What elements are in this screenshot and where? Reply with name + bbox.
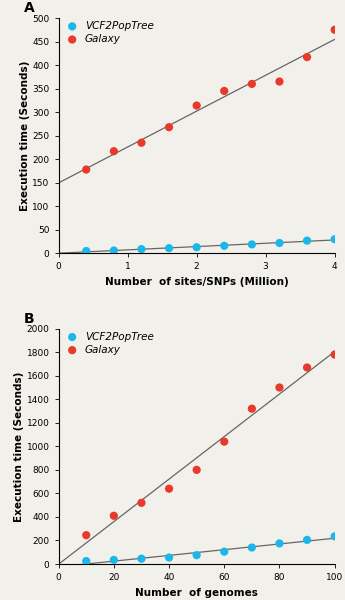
Text: B: B [24,311,35,326]
VCF2PopTree [83,556,89,566]
VCF2PopTree [139,244,144,254]
Galaxy [194,465,199,475]
VCF2PopTree [304,236,310,245]
Galaxy [332,25,337,35]
VCF2PopTree [332,532,337,541]
VCF2PopTree [221,241,227,251]
VCF2PopTree [304,535,310,545]
Galaxy [304,52,310,62]
Text: A: A [24,1,35,15]
Galaxy [111,146,117,156]
VCF2PopTree [277,539,282,548]
VCF2PopTree [221,547,227,556]
VCF2PopTree [249,239,255,249]
Legend: VCF2PopTree, Galaxy: VCF2PopTree, Galaxy [62,332,154,355]
Galaxy [332,350,337,359]
Galaxy [166,122,172,132]
Galaxy [166,484,172,493]
VCF2PopTree [194,242,199,252]
VCF2PopTree [83,246,89,256]
Galaxy [221,437,227,446]
Galaxy [139,138,144,148]
Galaxy [249,404,255,413]
VCF2PopTree [194,550,199,560]
Galaxy [111,511,117,521]
X-axis label: Number  of genomes: Number of genomes [135,587,258,598]
VCF2PopTree [139,554,144,563]
Galaxy [194,101,199,110]
Galaxy [304,362,310,372]
VCF2PopTree [277,238,282,248]
VCF2PopTree [249,543,255,553]
VCF2PopTree [332,235,337,244]
Galaxy [277,77,282,86]
Galaxy [277,383,282,392]
Y-axis label: Execution time (Seconds): Execution time (Seconds) [14,371,24,521]
Y-axis label: Execution time (Seconds): Execution time (Seconds) [20,61,30,211]
Legend: VCF2PopTree, Galaxy: VCF2PopTree, Galaxy [62,21,154,44]
Galaxy [249,79,255,89]
Galaxy [83,530,89,540]
Galaxy [139,498,144,508]
VCF2PopTree [166,553,172,562]
Galaxy [221,86,227,96]
VCF2PopTree [111,555,117,565]
Galaxy [83,165,89,175]
X-axis label: Number  of sites/SNPs (Million): Number of sites/SNPs (Million) [105,277,288,287]
VCF2PopTree [111,246,117,256]
VCF2PopTree [166,244,172,253]
